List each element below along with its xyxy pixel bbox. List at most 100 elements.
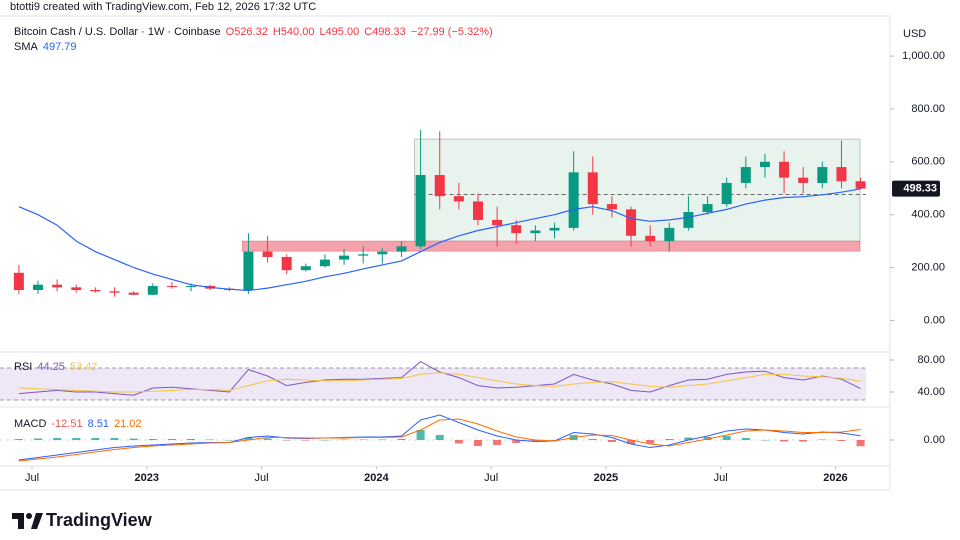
histogram-bar <box>684 437 693 440</box>
candle-body <box>396 246 407 252</box>
y-tick-label: 600.00 <box>911 156 945 168</box>
histogram-bar <box>206 439 215 440</box>
y-tick-label: 400.00 <box>911 209 945 221</box>
credit: btotti9 created with TradingView.com, Fe… <box>10 1 316 13</box>
last-price-label: 498.33 <box>903 183 937 195</box>
y-axis-label: USD <box>903 28 926 40</box>
y-tick-label: 0.00 <box>924 434 945 446</box>
candle-body <box>109 291 120 293</box>
x-tick-label: Jul <box>255 472 269 484</box>
histogram-bar <box>665 439 674 440</box>
candle-body <box>645 235 656 242</box>
last-price-box <box>892 180 940 197</box>
y-tick-label: 80.00 <box>917 354 945 366</box>
indicator-value: 21.02 <box>114 418 142 430</box>
x-tick-label: 2026 <box>823 472 847 484</box>
candle-body <box>740 167 751 183</box>
candle-body <box>415 175 426 247</box>
histogram-bar <box>53 438 62 440</box>
histogram-bar <box>856 440 865 447</box>
candle-body <box>52 284 63 288</box>
x-tick-label: Jul <box>714 472 728 484</box>
candle-body <box>836 167 847 182</box>
histogram-bar <box>225 440 234 441</box>
macd-line <box>18 414 861 461</box>
candle-body <box>721 182 732 205</box>
candle-body <box>549 227 560 231</box>
histogram-bar <box>110 438 119 440</box>
candle-body <box>817 167 828 183</box>
indicator-value: 44.25 <box>37 361 65 373</box>
candle-body <box>664 227 675 242</box>
price-legend: Bitcoin Cash / U.S. Dollar · 1W · Coinba… <box>14 26 493 38</box>
histogram-bar <box>34 438 42 440</box>
candle-body <box>262 251 273 257</box>
candle-body <box>128 292 139 295</box>
candle-body <box>759 161 770 168</box>
histogram-bar <box>550 440 559 441</box>
symbol: Bitcoin Cash / U.S. Dollar · 1W · Coinba… <box>14 26 221 38</box>
histogram-bar <box>493 440 502 445</box>
sma-name: SMA <box>14 41 39 53</box>
histogram-bar <box>129 438 138 440</box>
histogram-bar <box>741 438 750 440</box>
candle-body <box>300 266 311 271</box>
histogram-bar <box>263 438 272 440</box>
histogram-bar <box>320 440 329 441</box>
rsi-line <box>18 372 861 393</box>
histogram-bar <box>473 440 482 446</box>
histogram-bar <box>397 439 406 440</box>
candle-body <box>626 209 637 236</box>
candle-body <box>568 172 579 228</box>
histogram-bar <box>301 440 310 441</box>
y-tick-label: 200.00 <box>911 261 945 273</box>
candle-body <box>492 219 503 226</box>
candle-body <box>71 287 82 290</box>
histogram-bar <box>531 440 540 442</box>
indicator-name: MACD <box>14 418 46 430</box>
candle-body <box>186 286 197 288</box>
indicator-name: RSI <box>14 361 32 373</box>
histogram-bar <box>167 439 176 440</box>
x-tick-label: 2023 <box>135 472 159 484</box>
histogram-bar <box>148 439 157 440</box>
candle-body <box>281 256 292 271</box>
histogram-bar <box>244 437 253 440</box>
histogram-bar <box>722 436 731 440</box>
histogram-bar <box>818 439 827 440</box>
x-tick-label: Jul <box>25 472 39 484</box>
histogram-bar <box>646 440 655 444</box>
histogram-bar <box>627 440 636 444</box>
histogram-bar <box>760 440 769 441</box>
x-tick-label: 2025 <box>594 472 618 484</box>
candle-body <box>358 254 369 256</box>
candle-body <box>243 251 254 290</box>
candle-body <box>453 196 464 202</box>
histogram-bar <box>72 438 81 440</box>
histogram-bar <box>837 440 846 441</box>
histogram-bar <box>512 440 521 443</box>
macd-legend: MACD -12.51 8.51 21.02 <box>14 418 142 430</box>
y-tick-label: 1,000.00 <box>902 50 945 62</box>
histogram-bar <box>359 439 368 440</box>
y-tick-label: 40.00 <box>917 386 945 398</box>
candle-body <box>779 161 790 178</box>
rsi-legend: RSI 44.25 53.42 <box>14 361 97 373</box>
indicator-value: 8.51 <box>88 418 109 430</box>
macd-line <box>18 418 861 462</box>
candle-body <box>472 201 483 220</box>
candle-body <box>33 284 43 290</box>
tradingview-logo: TradingView <box>12 510 153 530</box>
candle-body <box>377 251 388 255</box>
histogram-bar <box>780 440 789 442</box>
sma-line <box>18 188 861 292</box>
candle-body <box>434 175 445 197</box>
indicator-value: 53.42 <box>70 361 98 373</box>
candle-body <box>319 259 330 267</box>
candle-body <box>683 212 694 228</box>
rsi-line <box>18 360 861 396</box>
